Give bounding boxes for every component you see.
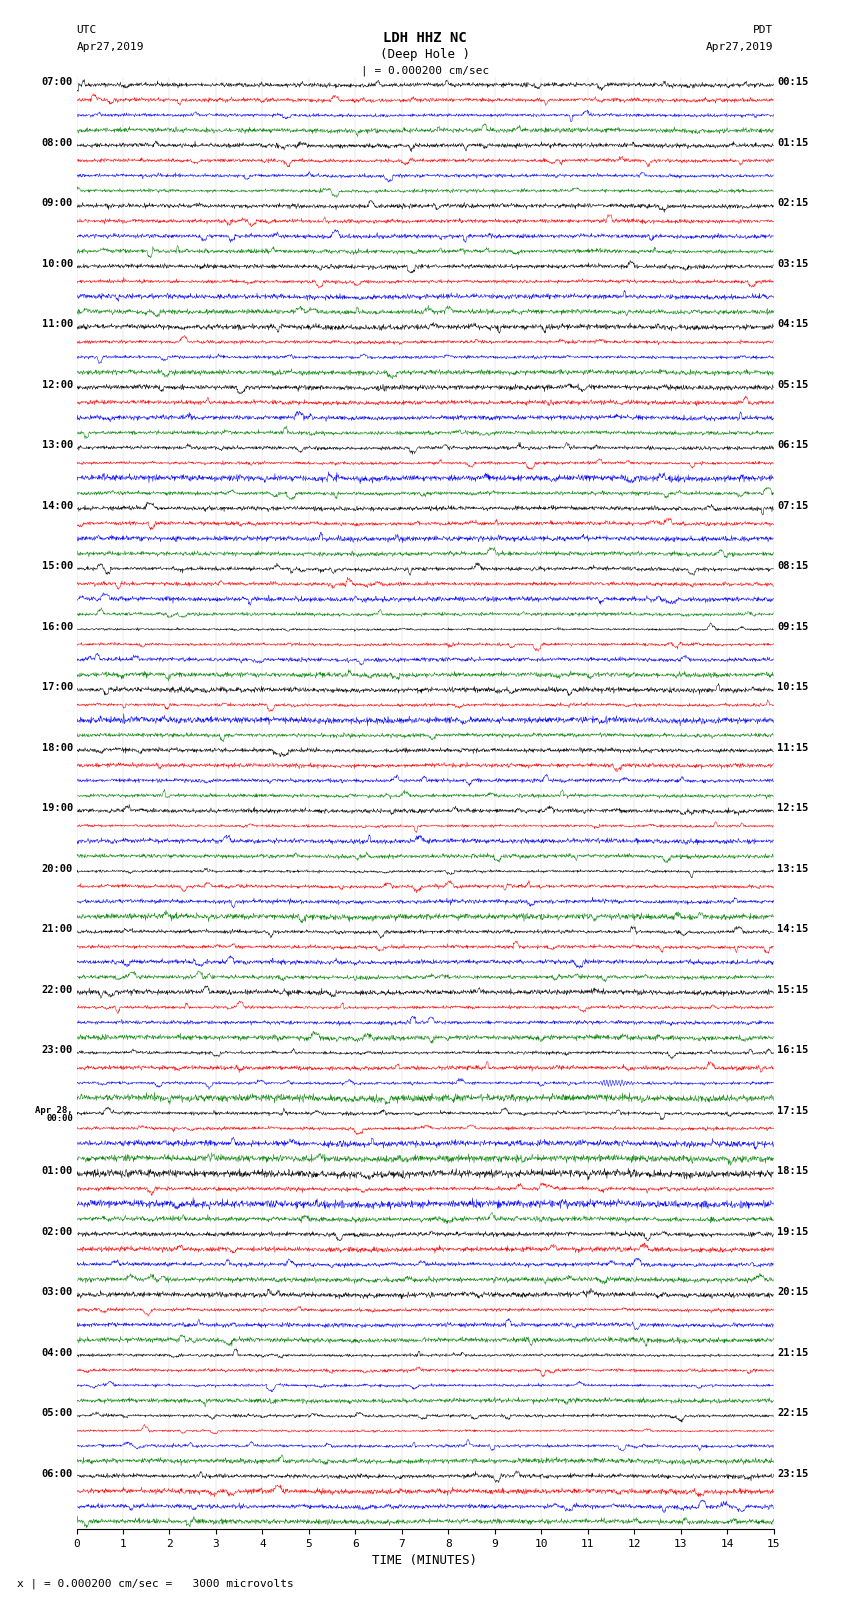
- Text: LDH HHZ NC: LDH HHZ NC: [383, 31, 467, 45]
- Text: 01:00: 01:00: [42, 1166, 73, 1176]
- Text: 12:00: 12:00: [42, 381, 73, 390]
- Text: 00:15: 00:15: [777, 77, 808, 87]
- Text: Apr 28,: Apr 28,: [36, 1107, 73, 1115]
- Text: 11:00: 11:00: [42, 319, 73, 329]
- Text: UTC: UTC: [76, 26, 97, 35]
- Text: 19:15: 19:15: [777, 1227, 808, 1237]
- Text: 09:00: 09:00: [42, 198, 73, 208]
- Text: 23:00: 23:00: [42, 1045, 73, 1055]
- Text: 22:00: 22:00: [42, 984, 73, 995]
- Text: 08:15: 08:15: [777, 561, 808, 571]
- Text: 14:00: 14:00: [42, 500, 73, 511]
- Text: 18:00: 18:00: [42, 742, 73, 753]
- Text: 19:00: 19:00: [42, 803, 73, 813]
- Text: x | = 0.000200 cm/sec =   3000 microvolts: x | = 0.000200 cm/sec = 3000 microvolts: [17, 1578, 294, 1589]
- Text: 04:15: 04:15: [777, 319, 808, 329]
- Text: 10:00: 10:00: [42, 260, 73, 269]
- Text: 20:15: 20:15: [777, 1287, 808, 1297]
- Text: 23:15: 23:15: [777, 1468, 808, 1479]
- Text: 02:15: 02:15: [777, 198, 808, 208]
- Text: 11:15: 11:15: [777, 742, 808, 753]
- Text: 03:15: 03:15: [777, 260, 808, 269]
- Text: 21:15: 21:15: [777, 1348, 808, 1358]
- Text: 07:00: 07:00: [42, 77, 73, 87]
- Text: 13:00: 13:00: [42, 440, 73, 450]
- Text: 20:00: 20:00: [42, 865, 73, 874]
- Text: 07:15: 07:15: [777, 500, 808, 511]
- Text: 03:00: 03:00: [42, 1287, 73, 1297]
- Text: 09:15: 09:15: [777, 623, 808, 632]
- Text: 05:00: 05:00: [42, 1408, 73, 1418]
- Text: 10:15: 10:15: [777, 682, 808, 692]
- Text: 21:00: 21:00: [42, 924, 73, 934]
- Text: 02:00: 02:00: [42, 1227, 73, 1237]
- Text: 00:00: 00:00: [46, 1115, 73, 1123]
- Text: 16:00: 16:00: [42, 623, 73, 632]
- Text: 06:00: 06:00: [42, 1468, 73, 1479]
- Text: | = 0.000200 cm/sec: | = 0.000200 cm/sec: [361, 65, 489, 76]
- Text: 17:00: 17:00: [42, 682, 73, 692]
- Text: 17:15: 17:15: [777, 1107, 808, 1116]
- Text: (Deep Hole ): (Deep Hole ): [380, 48, 470, 61]
- Text: 14:15: 14:15: [777, 924, 808, 934]
- Text: 16:15: 16:15: [777, 1045, 808, 1055]
- X-axis label: TIME (MINUTES): TIME (MINUTES): [372, 1555, 478, 1568]
- Text: 15:00: 15:00: [42, 561, 73, 571]
- Text: 22:15: 22:15: [777, 1408, 808, 1418]
- Text: Apr27,2019: Apr27,2019: [76, 42, 144, 52]
- Text: PDT: PDT: [753, 26, 774, 35]
- Text: 13:15: 13:15: [777, 865, 808, 874]
- Text: 12:15: 12:15: [777, 803, 808, 813]
- Text: 06:15: 06:15: [777, 440, 808, 450]
- Text: 01:15: 01:15: [777, 139, 808, 148]
- Text: 08:00: 08:00: [42, 139, 73, 148]
- Text: 18:15: 18:15: [777, 1166, 808, 1176]
- Text: 05:15: 05:15: [777, 381, 808, 390]
- Text: Apr27,2019: Apr27,2019: [706, 42, 774, 52]
- Text: 15:15: 15:15: [777, 984, 808, 995]
- Text: 04:00: 04:00: [42, 1348, 73, 1358]
